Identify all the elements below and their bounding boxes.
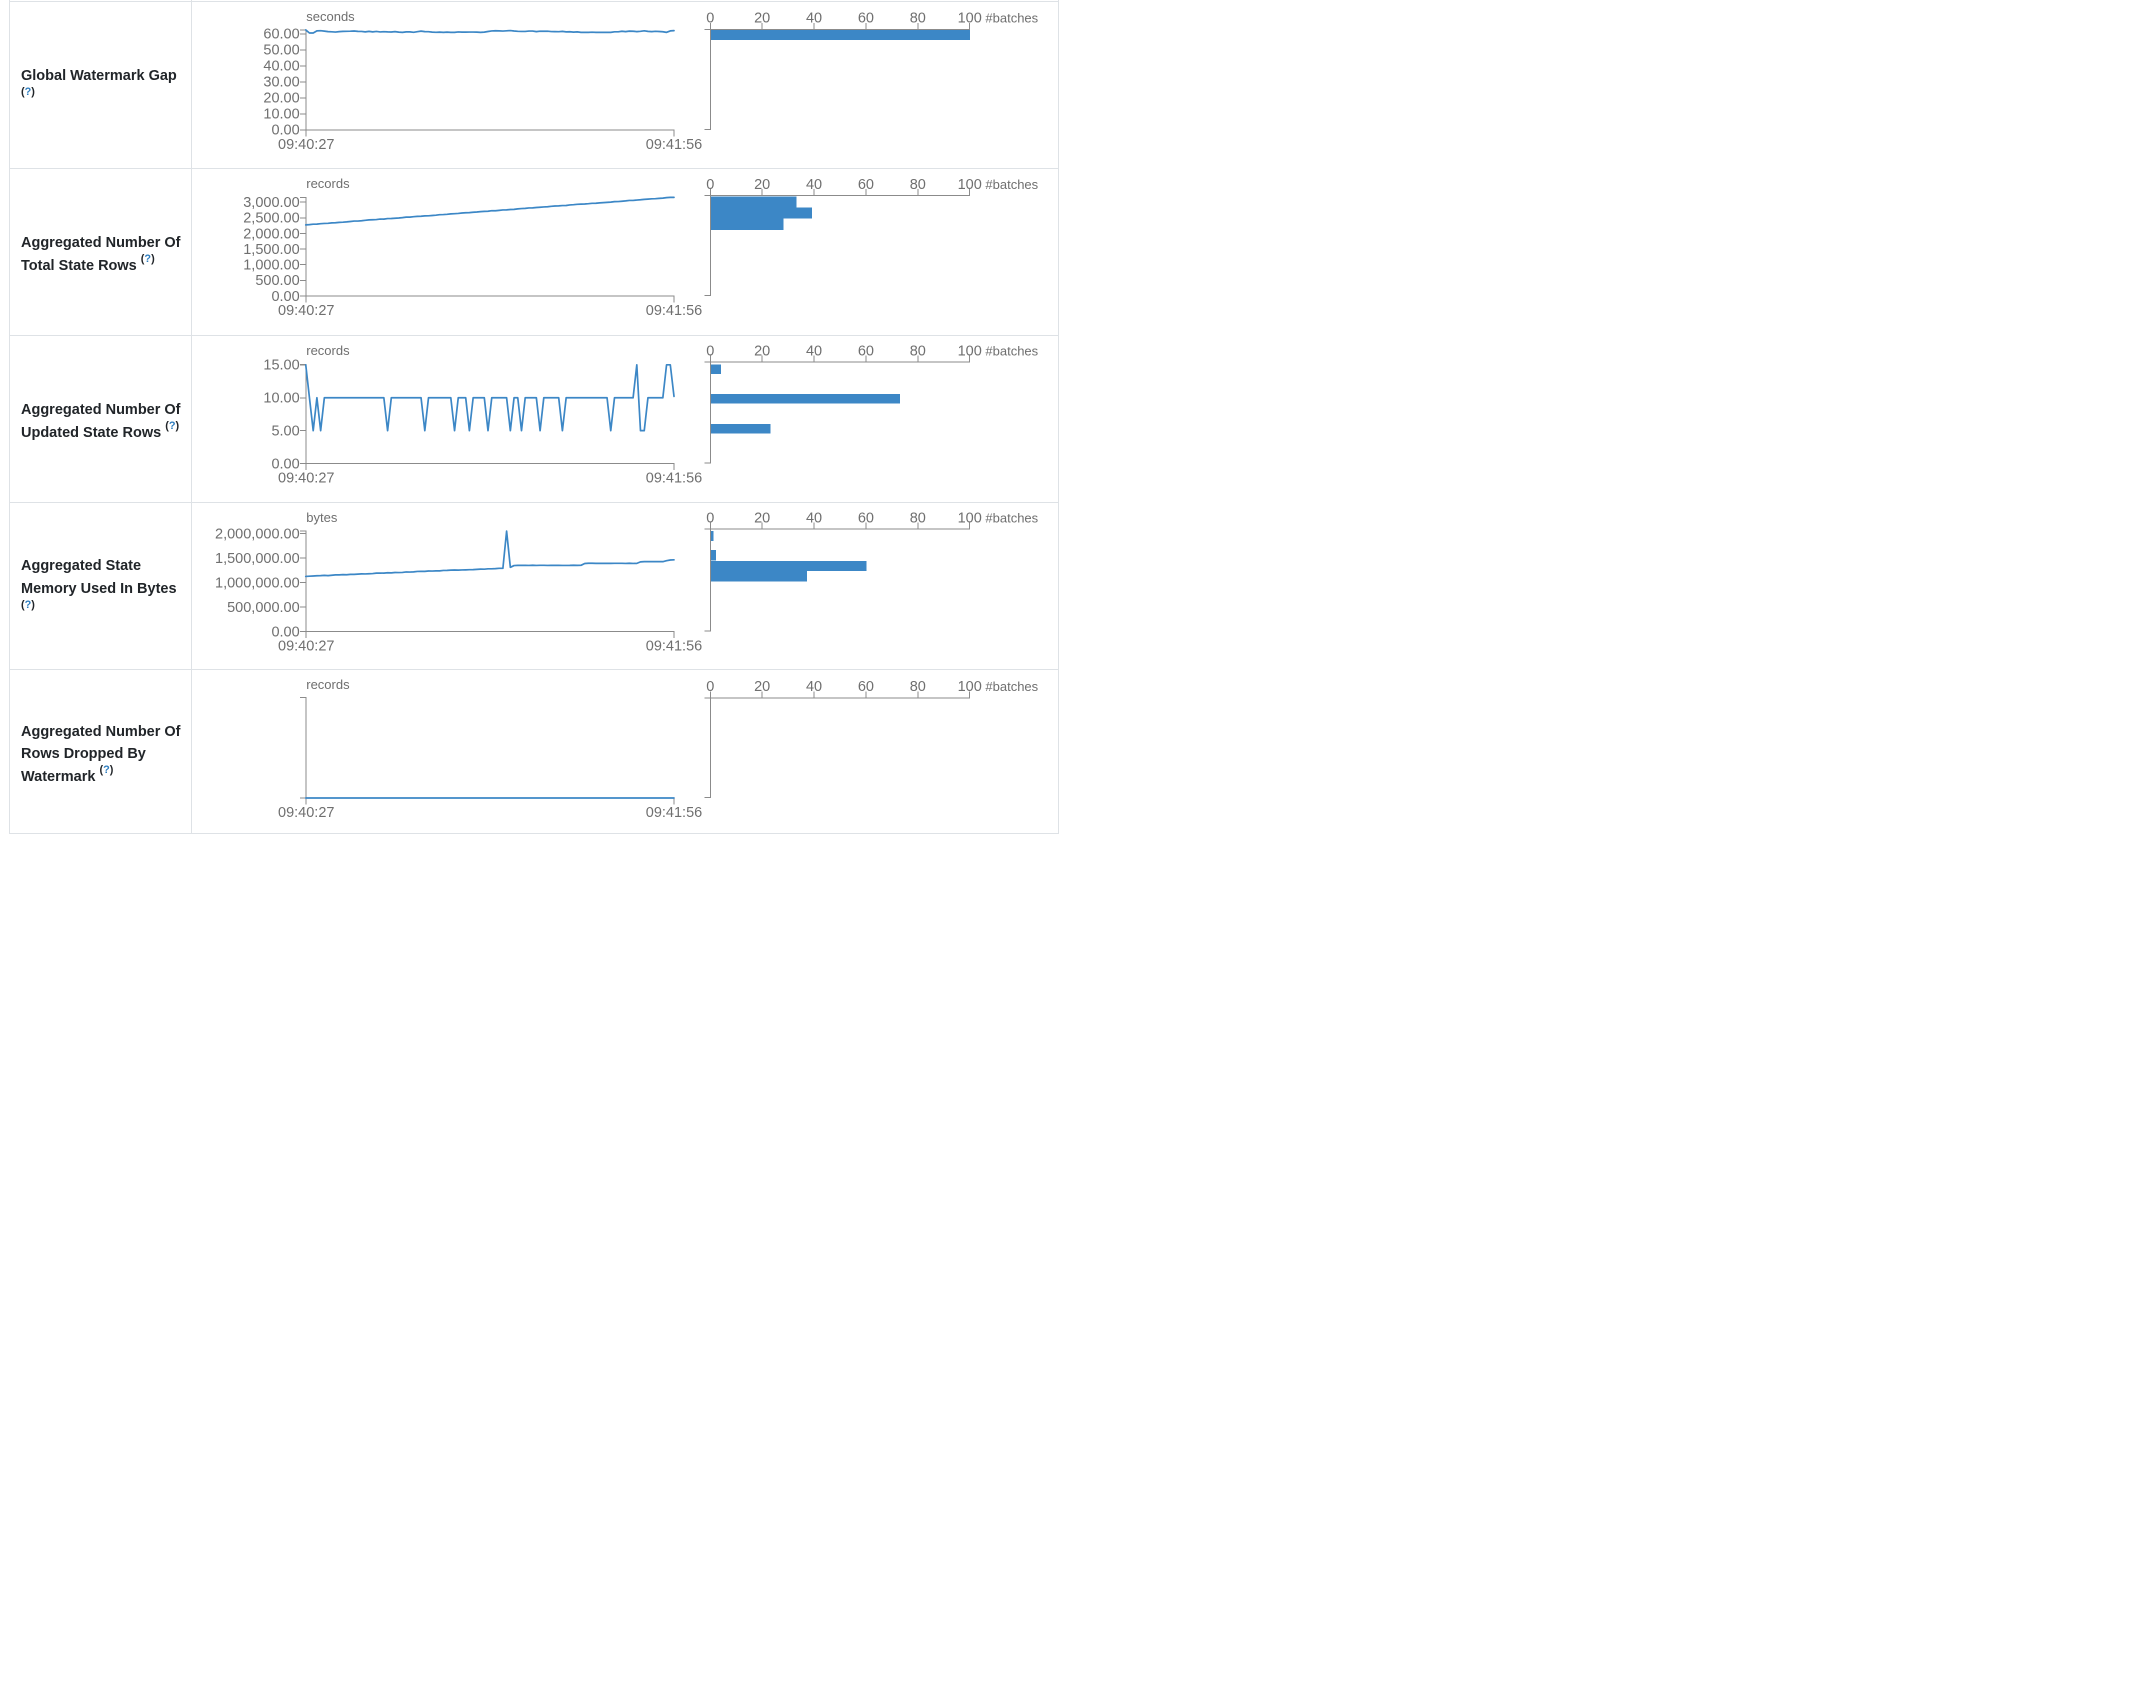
svg-text:60: 60	[858, 343, 874, 359]
svg-text:80: 80	[910, 343, 926, 359]
svg-text:09:40:27: 09:40:27	[278, 303, 334, 319]
svg-text:1,500,000.00: 1,500,000.00	[215, 551, 300, 567]
svg-text:500,000.00: 500,000.00	[227, 600, 300, 616]
svg-text:40.00: 40.00	[263, 59, 299, 75]
svg-text:09:41:56: 09:41:56	[646, 471, 702, 487]
svg-text:records: records	[306, 677, 350, 692]
svg-text:60: 60	[858, 679, 874, 695]
svg-text:0.00: 0.00	[271, 123, 299, 139]
svg-text:#batches: #batches	[985, 343, 1038, 358]
svg-text:80: 80	[910, 679, 926, 695]
svg-text:09:41:56: 09:41:56	[646, 639, 702, 655]
svg-text:2,500.00: 2,500.00	[243, 211, 299, 227]
svg-text:60: 60	[858, 510, 874, 526]
svg-text:3,000.00: 3,000.00	[243, 195, 299, 211]
svg-text:100: 100	[958, 10, 982, 26]
svg-text:09:40:27: 09:40:27	[278, 639, 334, 655]
svg-text:40: 40	[806, 10, 822, 26]
svg-text:40: 40	[806, 510, 822, 526]
svg-text:20: 20	[754, 510, 770, 526]
svg-text:09:41:56: 09:41:56	[646, 303, 702, 319]
svg-text:0.00: 0.00	[271, 289, 299, 305]
svg-text:0: 0	[706, 10, 714, 26]
svg-text:seconds: seconds	[306, 9, 355, 24]
svg-text:#batches: #batches	[985, 10, 1038, 25]
svg-text:100: 100	[958, 177, 982, 193]
svg-text:15.00: 15.00	[263, 358, 299, 374]
svg-text:100: 100	[958, 343, 982, 359]
svg-text:500.00: 500.00	[255, 273, 299, 289]
svg-text:5.00: 5.00	[271, 424, 299, 440]
svg-text:#batches: #batches	[985, 177, 1038, 192]
svg-text:10.00: 10.00	[263, 107, 299, 123]
svg-text:20: 20	[754, 10, 770, 26]
svg-text:0: 0	[706, 177, 714, 193]
svg-text:#batches: #batches	[985, 679, 1038, 694]
svg-text:80: 80	[910, 177, 926, 193]
svg-text:60.00: 60.00	[263, 27, 299, 43]
svg-text:20.00: 20.00	[263, 91, 299, 107]
svg-text:50.00: 50.00	[263, 43, 299, 59]
svg-text:2,000.00: 2,000.00	[243, 226, 299, 242]
svg-text:09:41:56: 09:41:56	[646, 805, 702, 821]
svg-text:80: 80	[910, 10, 926, 26]
svg-text:10.00: 10.00	[263, 391, 299, 407]
svg-text:20: 20	[754, 679, 770, 695]
svg-text:0.00: 0.00	[271, 624, 299, 640]
svg-text:20: 20	[754, 177, 770, 193]
svg-text:09:40:27: 09:40:27	[278, 137, 334, 153]
svg-text:bytes: bytes	[306, 510, 338, 525]
svg-text:60: 60	[858, 10, 874, 26]
svg-text:1,000.00: 1,000.00	[243, 258, 299, 274]
svg-text:20: 20	[754, 343, 770, 359]
svg-text:#batches: #batches	[985, 510, 1038, 525]
svg-text:0: 0	[706, 343, 714, 359]
svg-text:40: 40	[806, 343, 822, 359]
svg-text:09:40:27: 09:40:27	[278, 805, 334, 821]
svg-text:100: 100	[958, 510, 982, 526]
svg-text:1,000,000.00: 1,000,000.00	[215, 575, 300, 591]
svg-text:2,000,000.00: 2,000,000.00	[215, 527, 300, 543]
svg-text:60: 60	[858, 177, 874, 193]
svg-text:40: 40	[806, 177, 822, 193]
svg-text:100: 100	[958, 679, 982, 695]
svg-text:09:40:27: 09:40:27	[278, 471, 334, 487]
svg-text:80: 80	[910, 510, 926, 526]
svg-text:records: records	[306, 176, 350, 191]
svg-text:1,500.00: 1,500.00	[243, 242, 299, 258]
svg-text:0: 0	[706, 679, 714, 695]
svg-text:09:41:56: 09:41:56	[646, 137, 702, 153]
svg-text:records: records	[306, 343, 350, 358]
svg-text:30.00: 30.00	[263, 75, 299, 91]
svg-text:0: 0	[706, 510, 714, 526]
svg-text:0.00: 0.00	[271, 457, 299, 473]
svg-text:40: 40	[806, 679, 822, 695]
